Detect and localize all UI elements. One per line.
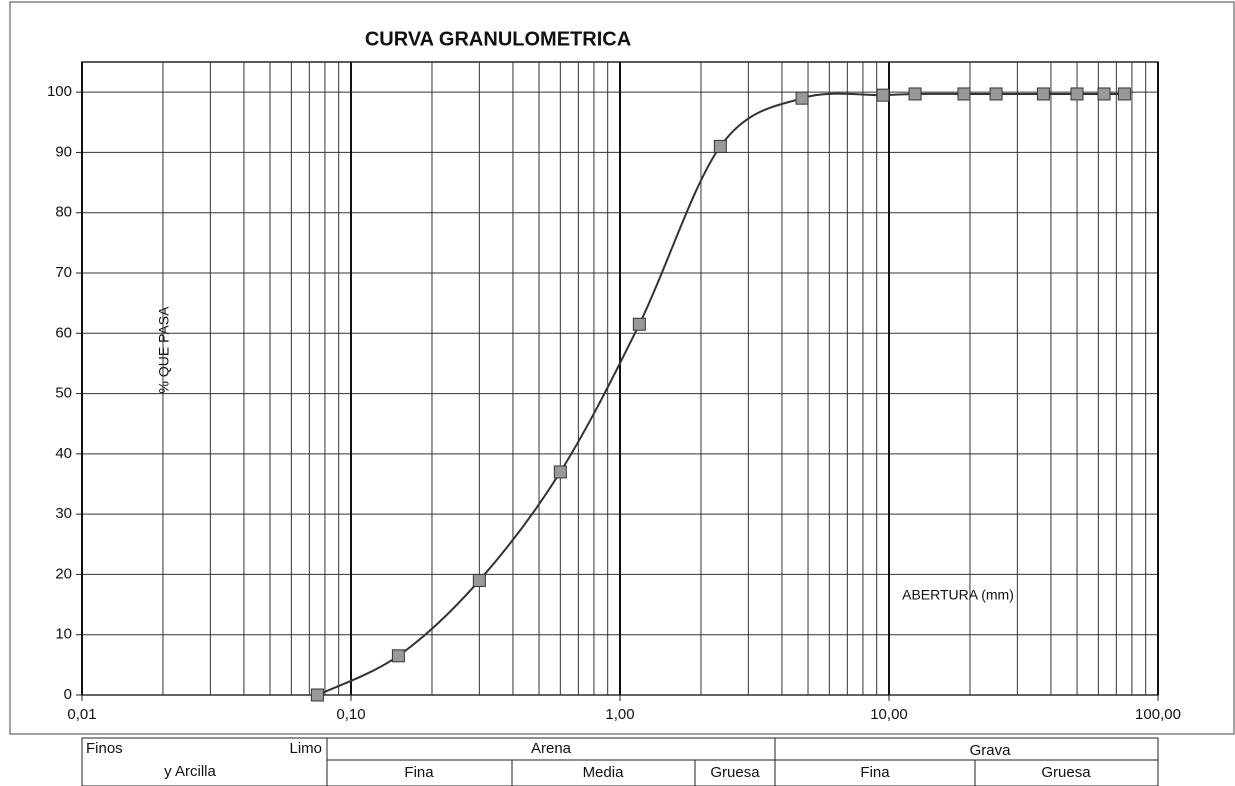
- data-line: [316, 92, 1125, 696]
- y-tick-label: 30: [55, 505, 72, 522]
- y-tick-label: 10: [55, 626, 72, 643]
- data-point: [310, 688, 324, 702]
- y-tick-label: 70: [55, 264, 72, 281]
- y-axis-label: % QUE PASA: [156, 306, 172, 394]
- y-tick-label: 90: [55, 143, 72, 160]
- data-point: [1036, 87, 1050, 101]
- y-tick-label: 50: [55, 385, 72, 402]
- table-cell: Media: [583, 764, 625, 781]
- data-point: [1097, 87, 1111, 101]
- data-point: [989, 87, 1003, 101]
- y-tick-label: 20: [55, 565, 72, 582]
- table-cell: Gruesa: [1041, 764, 1091, 781]
- data-point: [391, 649, 405, 663]
- y-tick-label: 60: [55, 324, 72, 341]
- data-point: [553, 465, 567, 479]
- x-tick-label: 10,00: [870, 706, 908, 723]
- y-tick-label: 100: [47, 83, 72, 100]
- table-cell: Arena: [531, 740, 572, 757]
- chart-frame: [9, 1, 1235, 735]
- x-tick-label: 0,01: [67, 706, 96, 723]
- x-tick-label: 1,00: [605, 706, 634, 723]
- table-cell: Fina: [404, 764, 434, 781]
- data-point: [1117, 87, 1131, 101]
- table-cell: Finos: [86, 740, 123, 757]
- data-point: [795, 91, 809, 105]
- table-cell: Limo: [289, 740, 322, 757]
- chart-title: CURVA GRANULOMETRICA: [365, 28, 631, 50]
- table-cell: Fina: [860, 764, 890, 781]
- data-point: [908, 87, 922, 101]
- data-point: [876, 88, 890, 102]
- y-tick-label: 40: [55, 445, 72, 462]
- x-tick-label: 0,10: [336, 706, 365, 723]
- y-tick-label: 80: [55, 204, 72, 221]
- data-point: [713, 139, 727, 153]
- table-cell: Gruesa: [710, 764, 760, 781]
- data-point: [1070, 87, 1084, 101]
- table-cell: y Arcilla: [164, 763, 216, 780]
- x-tick-label: 100,00: [1135, 706, 1181, 723]
- data-point: [472, 573, 486, 587]
- table-cell: Grava: [970, 742, 1012, 759]
- data-point: [632, 317, 646, 331]
- soil-table: [81, 737, 1159, 786]
- x-axis-label: ABERTURA (mm): [902, 587, 1014, 603]
- y-tick-label: 0: [64, 686, 72, 703]
- data-point: [957, 87, 971, 101]
